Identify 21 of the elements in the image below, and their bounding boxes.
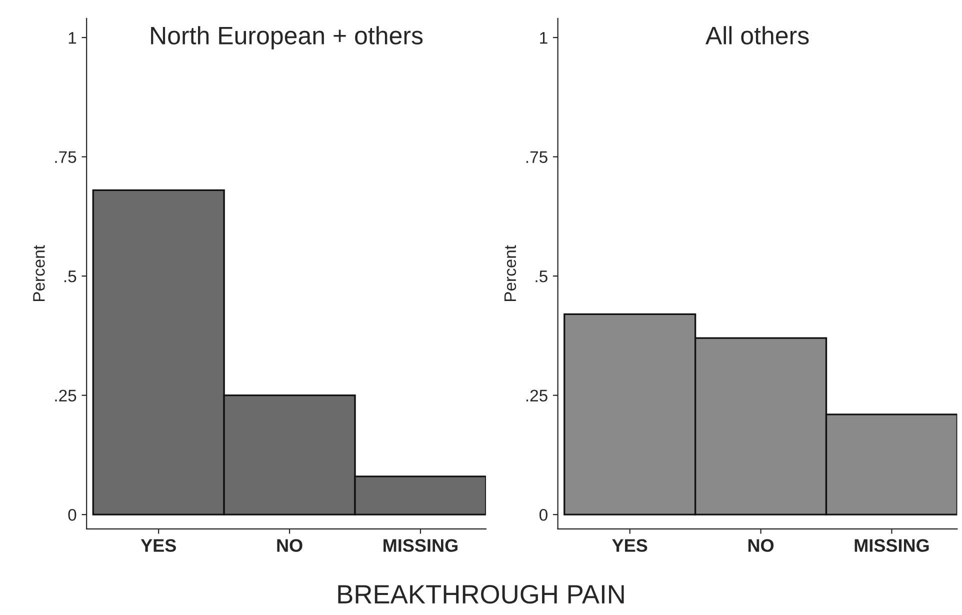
chart-title: All others — [705, 26, 809, 44]
y-tick-label: .75 — [55, 151, 76, 163]
y-tick-label: 1 — [68, 32, 76, 44]
y-axis-title: Percent — [504, 245, 516, 302]
y-tick-label: .5 — [64, 270, 76, 282]
y-tick-label: 0 — [539, 508, 548, 521]
y-axis-title: Percent — [33, 245, 45, 302]
x-tick-label: MISSING — [384, 539, 458, 552]
y-tick-label: .25 — [55, 390, 76, 402]
y-tick-label: 1 — [540, 32, 548, 44]
y-tick-label: .5 — [536, 270, 548, 282]
x-tick-label: YES — [612, 539, 648, 552]
x-axis-title: BREAKTHROUGH PAIN — [338, 584, 624, 604]
x-tick-label: YES — [140, 539, 176, 552]
chart-title: North European + others — [151, 26, 423, 50]
x-tick-label: NO — [277, 539, 302, 552]
x-tick-label: NO — [748, 539, 774, 552]
x-tick-label: MISSING — [854, 539, 929, 552]
y-tick-label: 0 — [68, 508, 76, 521]
y-tick-label: .75 — [526, 151, 548, 163]
y-tick-label: .25 — [526, 390, 548, 402]
